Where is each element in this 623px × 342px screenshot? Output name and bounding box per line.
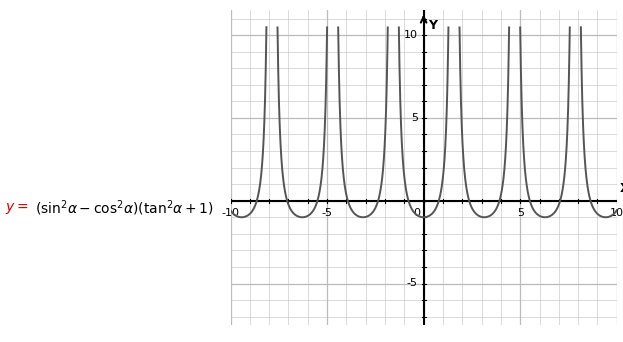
Text: Y: Y	[428, 18, 437, 31]
Text: $y=$: $y=$	[5, 201, 29, 216]
Text: 0: 0	[414, 208, 421, 218]
Text: X: X	[620, 182, 623, 195]
Text: $(\sin^2\!\alpha-\cos^2\!\alpha)(\tan^2\!\alpha+1)$: $(\sin^2\!\alpha-\cos^2\!\alpha)(\tan^2\…	[35, 199, 214, 219]
Text: 5: 5	[411, 113, 418, 123]
Text: -10: -10	[222, 208, 239, 218]
Text: 10: 10	[404, 30, 418, 40]
Text: 10: 10	[610, 208, 623, 218]
Text: -5: -5	[407, 278, 418, 289]
Text: 5: 5	[516, 208, 524, 218]
Text: -5: -5	[321, 208, 333, 218]
